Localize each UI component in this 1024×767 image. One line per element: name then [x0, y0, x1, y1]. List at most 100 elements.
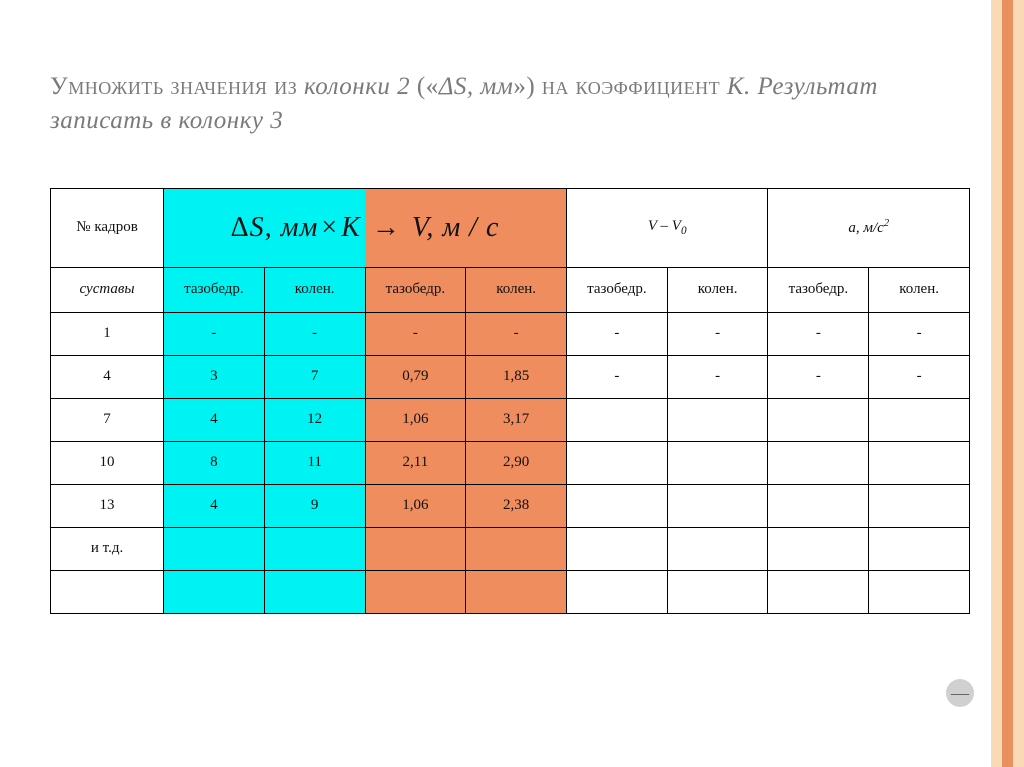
formula-v: V	[412, 212, 427, 243]
title-seg2: колонки 2	[304, 73, 410, 100]
cell-v-knee: 2,38	[466, 484, 567, 527]
formula-k: К	[341, 212, 361, 243]
cell-dv-knee: -	[667, 312, 768, 355]
table-row: 4 3 7 0,79 1,85 - - - -	[51, 355, 970, 398]
formula-delta: Δ	[231, 212, 250, 243]
cell-dv-hip	[567, 484, 668, 527]
cell-ds-hip	[164, 570, 265, 613]
slide-content: Умножить значения из колонки 2 («ΔS, мм»…	[0, 0, 1024, 614]
cell-a-knee: -	[869, 312, 970, 355]
cell-dv-hip	[567, 398, 668, 441]
cell-frame: 4	[51, 355, 164, 398]
cell-ds-knee: 11	[264, 441, 365, 484]
cell-a-hip	[768, 441, 869, 484]
cell-ds-hip	[164, 527, 265, 570]
cell-a-hip	[768, 398, 869, 441]
cell-dv-hip	[567, 570, 668, 613]
cell-v-hip: 0,79	[365, 355, 466, 398]
formula-text: ΔS, мм×К → V, м / с	[231, 212, 500, 244]
cell-a-hip	[768, 484, 869, 527]
header-vdiff: V – V0	[567, 188, 768, 267]
slide-title: Умножить значения из колонки 2 («ΔS, мм»…	[50, 70, 970, 138]
table-row: 13 4 9 1,06 2,38	[51, 484, 970, 527]
cell-frame	[51, 570, 164, 613]
header-accel: a, м/с2	[768, 188, 970, 267]
sub-dv-knee: колен.	[667, 267, 768, 312]
cell-a-hip: -	[768, 312, 869, 355]
stripe-light-1	[991, 0, 1002, 767]
cell-frame: 10	[51, 441, 164, 484]
cell-ds-knee: 12	[264, 398, 365, 441]
vdiff-dash: –	[657, 218, 672, 234]
accel-a: a, м/с	[848, 220, 883, 236]
cell-dv-knee	[667, 398, 768, 441]
header-row: № кадров ΔS, мм×К → V, м / с V – V0 a, м…	[51, 188, 970, 267]
table-row: 7 4 12 1,06 3,17	[51, 398, 970, 441]
cell-v-knee	[466, 570, 567, 613]
cell-dv-hip	[567, 441, 668, 484]
formula-arrow: →	[361, 212, 412, 243]
sub-a-knee: колен.	[869, 267, 970, 312]
cell-a-knee	[869, 398, 970, 441]
table-row: 10 8 11 2,11 2,90	[51, 441, 970, 484]
sub-joints: суставы	[51, 267, 164, 312]
header-formula: ΔS, мм×К → V, м / с	[164, 188, 567, 267]
sub-a-hip: тазобедр.	[768, 267, 869, 312]
stripe-dark	[1002, 0, 1013, 767]
cell-v-knee: -	[466, 312, 567, 355]
vdiff-zero: 0	[681, 225, 687, 237]
cell-frame: 13	[51, 484, 164, 527]
cell-ds-hip: 3	[164, 355, 265, 398]
cell-ds-knee	[264, 570, 365, 613]
table-row: и т.д.	[51, 527, 970, 570]
title-seg5: ») на коэффициент	[513, 73, 727, 100]
cell-ds-knee: 7	[264, 355, 365, 398]
cell-ds-hip: 4	[164, 484, 265, 527]
cell-frame: 1	[51, 312, 164, 355]
vdiff-v: V	[648, 218, 657, 234]
cell-frame: 7	[51, 398, 164, 441]
sub-dv-hip: тазобедр.	[567, 267, 668, 312]
cell-a-hip	[768, 570, 869, 613]
cell-a-knee	[869, 570, 970, 613]
formula-mm: , мм	[265, 212, 319, 243]
cell-v-hip: 1,06	[365, 484, 466, 527]
cell-ds-hip: -	[164, 312, 265, 355]
page-dash: —	[951, 683, 969, 704]
cell-dv-hip	[567, 527, 668, 570]
cell-dv-knee: -	[667, 355, 768, 398]
cell-a-hip: -	[768, 355, 869, 398]
cell-dv-hip: -	[567, 312, 668, 355]
cell-ds-knee: 9	[264, 484, 365, 527]
cell-dv-knee	[667, 527, 768, 570]
side-stripe	[991, 0, 1024, 767]
cell-ds-hip: 8	[164, 441, 265, 484]
cell-ds-knee: -	[264, 312, 365, 355]
cell-v-hip: -	[365, 312, 466, 355]
sub-ds-hip: тазобедр.	[164, 267, 265, 312]
cell-v-knee: 1,85	[466, 355, 567, 398]
cell-a-knee	[869, 441, 970, 484]
formula-mps: , м / с	[426, 212, 499, 243]
table-row	[51, 570, 970, 613]
cell-dv-hip: -	[567, 355, 668, 398]
subheader-row: суставы тазобедр. колен. тазобедр. колен…	[51, 267, 970, 312]
title-seg1: Умножить значения из	[50, 73, 304, 100]
formula-times: ×	[318, 212, 341, 243]
cell-v-hip	[365, 527, 466, 570]
cell-v-hip	[365, 570, 466, 613]
cell-v-hip: 2,11	[365, 441, 466, 484]
cell-a-hip	[768, 527, 869, 570]
page-number-placeholder: —	[946, 679, 974, 707]
title-seg3: («	[410, 73, 439, 100]
cell-ds-knee	[264, 527, 365, 570]
stripe-light-2	[1013, 0, 1024, 767]
title-seg4: ΔS, мм	[439, 73, 514, 100]
sub-ds-knee: колен.	[264, 267, 365, 312]
cell-dv-knee	[667, 484, 768, 527]
cell-ds-hip: 4	[164, 398, 265, 441]
cell-frame: и т.д.	[51, 527, 164, 570]
sub-v-hip: тазобедр.	[365, 267, 466, 312]
table-row: 1 - - - - - - - -	[51, 312, 970, 355]
cell-a-knee	[869, 527, 970, 570]
